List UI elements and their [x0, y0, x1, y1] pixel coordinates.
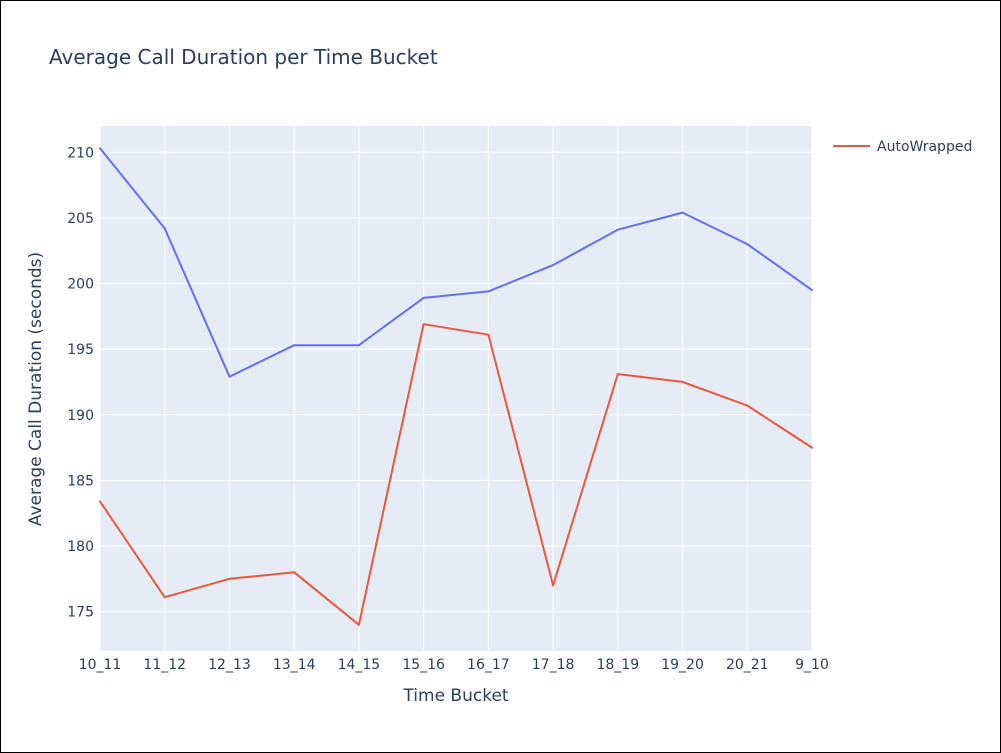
- gridlines: [99, 126, 813, 651]
- data-point: [746, 243, 749, 246]
- x-tick-label: 18_19: [596, 657, 639, 673]
- x-tick-label: 16_17: [467, 657, 510, 673]
- data-point: [163, 227, 166, 230]
- y-tick-label: 190: [67, 408, 94, 424]
- legend-label: AutoWrapped: [877, 139, 972, 155]
- data-point: [811, 446, 813, 449]
- data-point: [228, 577, 231, 580]
- data-point: [746, 404, 749, 407]
- x-tick-label: 12_13: [208, 657, 251, 673]
- data-point: [422, 296, 425, 299]
- y-axis-title: Average Call Duration (seconds): [26, 252, 46, 526]
- x-tick-label: 15_16: [402, 657, 445, 673]
- x-tick-label: 10_11: [79, 657, 122, 673]
- x-tick-label: 13_14: [273, 657, 316, 673]
- x-tick-label: 9_10: [795, 657, 829, 673]
- data-point: [99, 147, 101, 150]
- legend: AutoWrapped: [833, 139, 972, 155]
- plot-area: [100, 126, 812, 651]
- series-lines: [99, 147, 813, 626]
- x-axis-ticks: 10_11 11_12 12_13 13_14 14_15 15_16 16_17 17_18…: [79, 657, 829, 673]
- data-point: [422, 323, 425, 326]
- data-point: [487, 333, 490, 336]
- data-point: [163, 596, 166, 599]
- x-tick-label: 19_20: [661, 657, 704, 673]
- chart-title: Average Call Duration per Time Bucket: [49, 45, 438, 69]
- data-point: [293, 344, 296, 347]
- data-point: [681, 380, 684, 383]
- data-point: [552, 264, 555, 267]
- data-point: [487, 290, 490, 293]
- data-point: [811, 289, 813, 292]
- data-point: [228, 375, 231, 378]
- data-point: [357, 623, 360, 626]
- data-point: [99, 500, 101, 503]
- x-tick-label: 14_15: [338, 657, 381, 673]
- x-tick-label: 17_18: [532, 657, 575, 673]
- data-point: [293, 571, 296, 574]
- y-tick-label: 205: [67, 211, 94, 227]
- y-axis-ticks: 175 180 185 190 195 200 205 210: [67, 145, 94, 620]
- data-point: [357, 344, 360, 347]
- x-tick-label: 11_12: [143, 657, 186, 673]
- y-tick-label: 185: [67, 473, 94, 489]
- x-tick-label: 20_21: [726, 657, 769, 673]
- y-tick-label: 175: [67, 605, 94, 621]
- data-point: [616, 373, 619, 376]
- y-tick-label: 210: [67, 145, 94, 161]
- y-tick-label: 180: [67, 539, 94, 555]
- data-point: [552, 584, 555, 587]
- x-axis-title: Time Bucket: [402, 686, 508, 706]
- y-tick-label: 200: [67, 277, 94, 293]
- data-point: [681, 211, 684, 214]
- y-tick-label: 195: [67, 342, 94, 358]
- data-point: [616, 228, 619, 231]
- series-line-1: [99, 147, 813, 378]
- series-line-2: [99, 323, 813, 626]
